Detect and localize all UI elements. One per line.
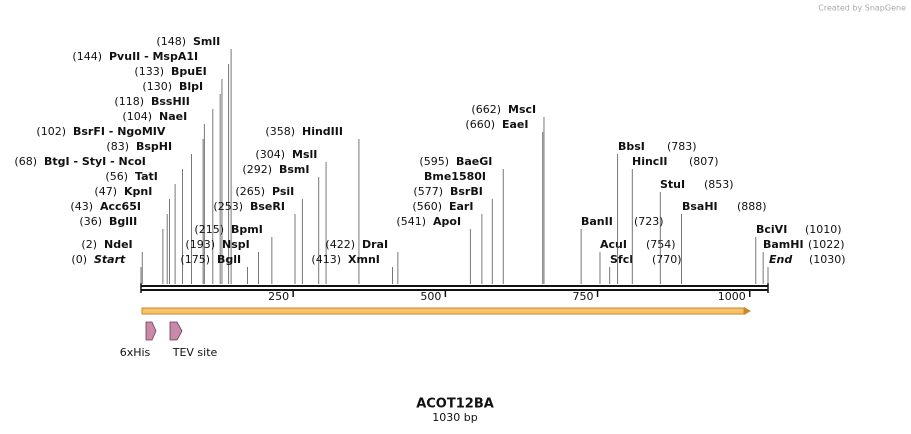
site-position: (104) — [122, 110, 152, 123]
enzyme-name: BpuEI — [171, 65, 207, 78]
tick-label: 500 — [420, 290, 441, 303]
enzyme-name: MslI — [292, 148, 317, 161]
enzyme-name: EaeI — [502, 118, 529, 131]
enzyme-name: BsrFI - NgoMIV — [73, 125, 166, 138]
site-position: (662) — [471, 103, 501, 116]
enzyme-name: AcuI — [600, 238, 627, 251]
enzyme-name: NaeI — [159, 110, 187, 123]
enzyme-name: ApoI — [433, 215, 461, 228]
site-position: (56) — [105, 170, 128, 183]
site-position: (292) — [242, 163, 272, 176]
enzyme-name: MscI — [508, 103, 536, 116]
enzyme-name: SmlI — [193, 35, 220, 48]
site-position: (422) — [325, 238, 355, 251]
site-position: (118) — [114, 95, 144, 108]
enzyme-name: PsiI — [272, 185, 294, 198]
enzyme-name: HincII — [632, 155, 668, 168]
enzyme-name: TatI — [135, 170, 158, 183]
enzyme-name: BsmI — [279, 163, 310, 176]
tick-label: 1000 — [718, 290, 746, 303]
enzyme-name: BamHI — [763, 238, 804, 251]
enzyme-name: BglII — [109, 215, 137, 228]
enzyme-name: BpmI — [231, 223, 263, 236]
enzyme-name: BlpI — [179, 80, 203, 93]
watermark: Created by SnapGene — [818, 4, 906, 13]
enzyme-name: BbsI — [618, 140, 645, 153]
site-position: (413) — [311, 253, 341, 266]
enzyme-name: KpnI — [124, 185, 152, 198]
enzyme-name: EarI — [449, 200, 473, 213]
site-position: (1022) — [808, 238, 845, 251]
enzyme-name: BsrBI — [450, 185, 483, 198]
site-position: (83) — [106, 140, 129, 153]
sequence-axis — [140, 283, 769, 293]
site-position: (1030) — [809, 253, 846, 266]
enzyme-name: PvuII - MspA1I — [109, 50, 198, 63]
enzyme-name: BssHII — [151, 95, 190, 108]
enzyme-name: End — [769, 253, 792, 266]
enzyme-name: XmnI — [348, 253, 380, 266]
tick-label: 750 — [573, 290, 594, 303]
enzyme-name: BsaHI — [682, 200, 718, 213]
site-position: (560) — [412, 200, 442, 213]
site-position: (888) — [737, 200, 767, 213]
enzyme-name: BtgI - StyI - NcoI — [44, 155, 146, 168]
site-position: (144) — [72, 50, 102, 63]
enzyme-name: BglI — [217, 253, 241, 266]
title: ACOT12BA — [416, 397, 494, 412]
site-position: (193) — [185, 238, 215, 251]
feature-arrow — [145, 321, 157, 341]
site-position: (133) — [134, 65, 164, 78]
enzyme-name: NspI — [222, 238, 250, 251]
site-position: (770) — [652, 253, 682, 266]
site-position: (130) — [142, 80, 172, 93]
enzyme-name: BaeGI — [456, 155, 492, 168]
enzyme-name: BspHI — [136, 140, 172, 153]
site-position: (783) — [667, 140, 697, 153]
enzyme-name: Bme1580I — [424, 170, 486, 183]
site-position: (577) — [413, 185, 443, 198]
site-position: (68) — [14, 155, 37, 168]
site-position: (595) — [419, 155, 449, 168]
site-position: (36) — [79, 215, 102, 228]
enzyme-name: DraI — [362, 238, 388, 251]
enzyme-name: Start — [94, 253, 126, 266]
orf-arrow — [744, 307, 751, 315]
site-position: (43) — [70, 200, 93, 213]
site-position: (0) — [71, 253, 87, 266]
orf-bar — [141, 307, 745, 315]
site-position: (660) — [465, 118, 495, 131]
site-position: (541) — [396, 215, 426, 228]
site-position: (1010) — [805, 223, 842, 236]
enzyme-name: BanII — [581, 215, 613, 228]
site-position: (253) — [213, 200, 243, 213]
enzyme-name: BciVI — [756, 223, 787, 236]
site-position: (807) — [689, 155, 719, 168]
site-position: (304) — [255, 148, 285, 161]
enzyme-name: SfcI — [610, 253, 633, 266]
enzyme-name: StuI — [660, 178, 685, 191]
site-position: (358) — [265, 125, 295, 138]
feature-label: TEV site — [172, 346, 218, 359]
site-position: (148) — [156, 35, 186, 48]
site-position: (723) — [634, 215, 664, 228]
tick-label: 250 — [268, 290, 289, 303]
site-position: (754) — [646, 238, 676, 251]
enzyme-name: Acc65I — [100, 200, 141, 213]
feature-label: 6xHis — [120, 346, 151, 359]
feature-arrow — [169, 321, 183, 341]
site-position: (175) — [180, 253, 210, 266]
site-position: (102) — [36, 125, 66, 138]
site-position: (853) — [704, 178, 734, 191]
site-position: (47) — [94, 185, 117, 198]
length: 1030 bp — [432, 411, 477, 424]
site-position: (265) — [235, 185, 265, 198]
site-position: (2) — [81, 238, 97, 251]
enzyme-name: NdeI — [104, 238, 133, 251]
site-position: (215) — [194, 223, 224, 236]
enzyme-name: BseRI — [250, 200, 285, 213]
enzyme-name: HindIII — [302, 125, 343, 138]
